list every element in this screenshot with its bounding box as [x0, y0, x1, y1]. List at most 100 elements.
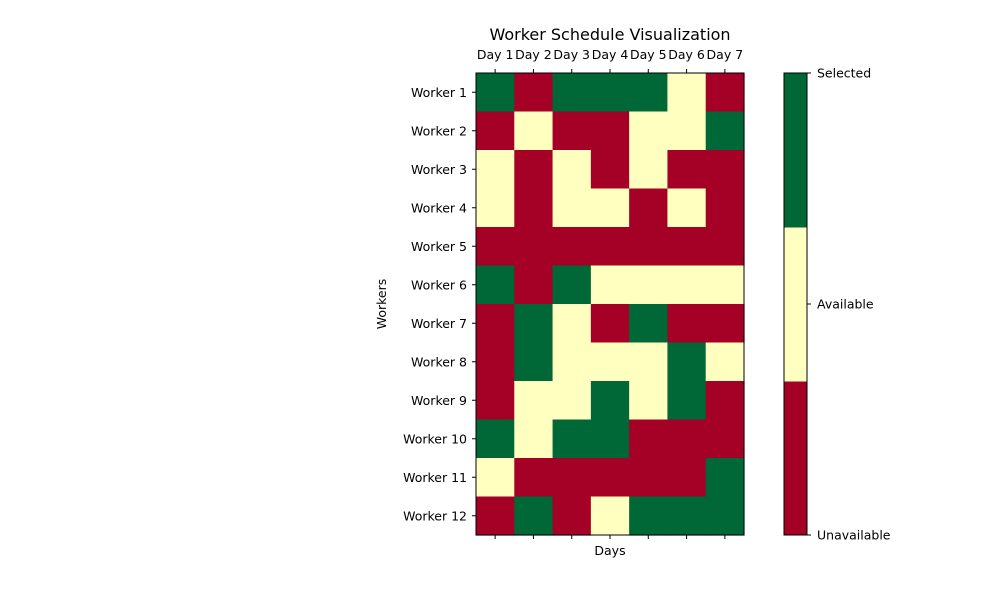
heatmap-cell	[590, 304, 630, 344]
heatmap-cell	[629, 304, 669, 344]
heatmap-cell	[476, 304, 515, 344]
heatmap-cell	[552, 458, 592, 498]
heatmap-cell	[629, 150, 669, 190]
heatmap-cell	[552, 227, 592, 267]
heatmap-cell	[705, 304, 745, 344]
heatmap-cell	[514, 342, 554, 382]
heatmap-cell	[514, 381, 554, 421]
heatmap-cell	[590, 150, 630, 190]
x-tick-label: Day 3	[553, 47, 590, 62]
heatmap-cell	[667, 265, 707, 305]
heatmap-cell	[552, 73, 592, 113]
heatmap-cell	[629, 496, 669, 536]
heatmap-cell	[590, 265, 630, 305]
x-tick-label: Day 7	[707, 47, 744, 62]
heatmap-cells	[476, 73, 745, 536]
heatmap-cell	[705, 419, 745, 459]
heatmap-cell	[667, 342, 707, 382]
heatmap-cell	[629, 342, 669, 382]
heatmap-cell	[476, 496, 515, 536]
heatmap-cell	[514, 496, 554, 536]
heatmap-cell	[590, 227, 630, 267]
heatmap-cell	[476, 458, 515, 498]
heatmap-cell	[705, 458, 745, 498]
chart-title: Worker Schedule Visualization	[489, 25, 730, 44]
x-axis-label: Days	[594, 543, 625, 558]
heatmap-cell	[476, 342, 515, 382]
heatmap-cell	[705, 150, 745, 190]
heatmap-cell	[514, 458, 554, 498]
y-tick-labels: Worker 1 Worker 2 Worker 3 Worker 4 Worker 5…	[403, 85, 476, 523]
heatmap-cell	[629, 111, 669, 151]
y-tick-label: Worker 2	[411, 123, 467, 138]
heatmap-cell	[476, 227, 515, 267]
heatmap-cell	[667, 381, 707, 421]
y-tick-label: Worker 9	[411, 393, 467, 408]
heatmap-cell	[705, 111, 745, 151]
heatmap-cell	[514, 188, 554, 228]
colorbar-segment	[784, 227, 807, 382]
colorbar-segment	[784, 73, 807, 228]
y-tick-label: Worker 10	[403, 431, 467, 446]
heatmap-cell	[552, 111, 592, 151]
heatmap-cell	[552, 381, 592, 421]
heatmap-cell	[705, 188, 745, 228]
y-tick-label: Worker 4	[411, 200, 467, 215]
y-tick-label: Worker 5	[411, 239, 467, 254]
heatmap-cell	[667, 458, 707, 498]
heatmap-cell	[705, 381, 745, 421]
heatmap-cell	[629, 381, 669, 421]
heatmap-cell	[552, 496, 592, 536]
heatmap-cell	[590, 188, 630, 228]
y-tick-label: Worker 8	[411, 354, 467, 369]
x-tick-labels-top: Day 1 Day 2 Day 3 Day 4 Day 5 Day 6 Day 7	[477, 47, 743, 73]
heatmap-cell	[705, 342, 745, 382]
heatmap-cell	[590, 73, 630, 113]
heatmap-cell	[705, 227, 745, 267]
x-tick-label: Day 4	[592, 47, 629, 62]
heatmap-cell	[552, 419, 592, 459]
heatmap-cell	[476, 419, 515, 459]
heatmap-cell	[667, 150, 707, 190]
heatmap-cell	[667, 73, 707, 113]
colorbar-label: Unavailable	[817, 528, 891, 543]
heatmap-cell	[590, 419, 630, 459]
heatmap-cell	[552, 188, 592, 228]
heatmap-cell	[514, 111, 554, 151]
heatmap-cell	[476, 73, 515, 113]
heatmap-cell	[590, 496, 630, 536]
y-tick-label: Worker 12	[403, 508, 467, 523]
heatmap-cell	[629, 419, 669, 459]
heatmap-cell	[705, 496, 745, 536]
x-tick-marks-bottom	[494, 535, 726, 539]
y-tick-label: Worker 1	[411, 85, 467, 100]
heatmap-cell	[514, 73, 554, 113]
heatmap-cell	[514, 304, 554, 344]
y-tick-label: Worker 11	[403, 470, 467, 485]
heatmap-cell	[667, 188, 707, 228]
heatmap-cell	[629, 73, 669, 113]
heatmap-cell	[476, 111, 515, 151]
heatmap-cell	[476, 188, 515, 228]
heatmap-cell	[514, 419, 554, 459]
heatmap-cell	[552, 304, 592, 344]
x-tick-label: Day 5	[630, 47, 667, 62]
heatmap-cell	[590, 381, 630, 421]
heatmap-cell	[667, 111, 707, 151]
heatmap-cell	[667, 227, 707, 267]
heatmap-cell	[667, 304, 707, 344]
colorbar-segment	[784, 381, 807, 536]
heatmap-cell	[476, 150, 515, 190]
y-axis-label: Workers	[374, 279, 389, 330]
heatmap-cell	[514, 265, 554, 305]
heatmap-cell	[514, 227, 554, 267]
heatmap-cell	[629, 227, 669, 267]
heatmap-cell	[590, 342, 630, 382]
y-tick-label: Worker 7	[411, 316, 467, 331]
heatmap-cell	[514, 150, 554, 190]
x-tick-label: Day 2	[515, 47, 552, 62]
colorbar-label: Selected	[817, 66, 871, 81]
heatmap-cell	[552, 265, 592, 305]
x-tick-label: Day 1	[477, 47, 514, 62]
heatmap-cell	[552, 150, 592, 190]
